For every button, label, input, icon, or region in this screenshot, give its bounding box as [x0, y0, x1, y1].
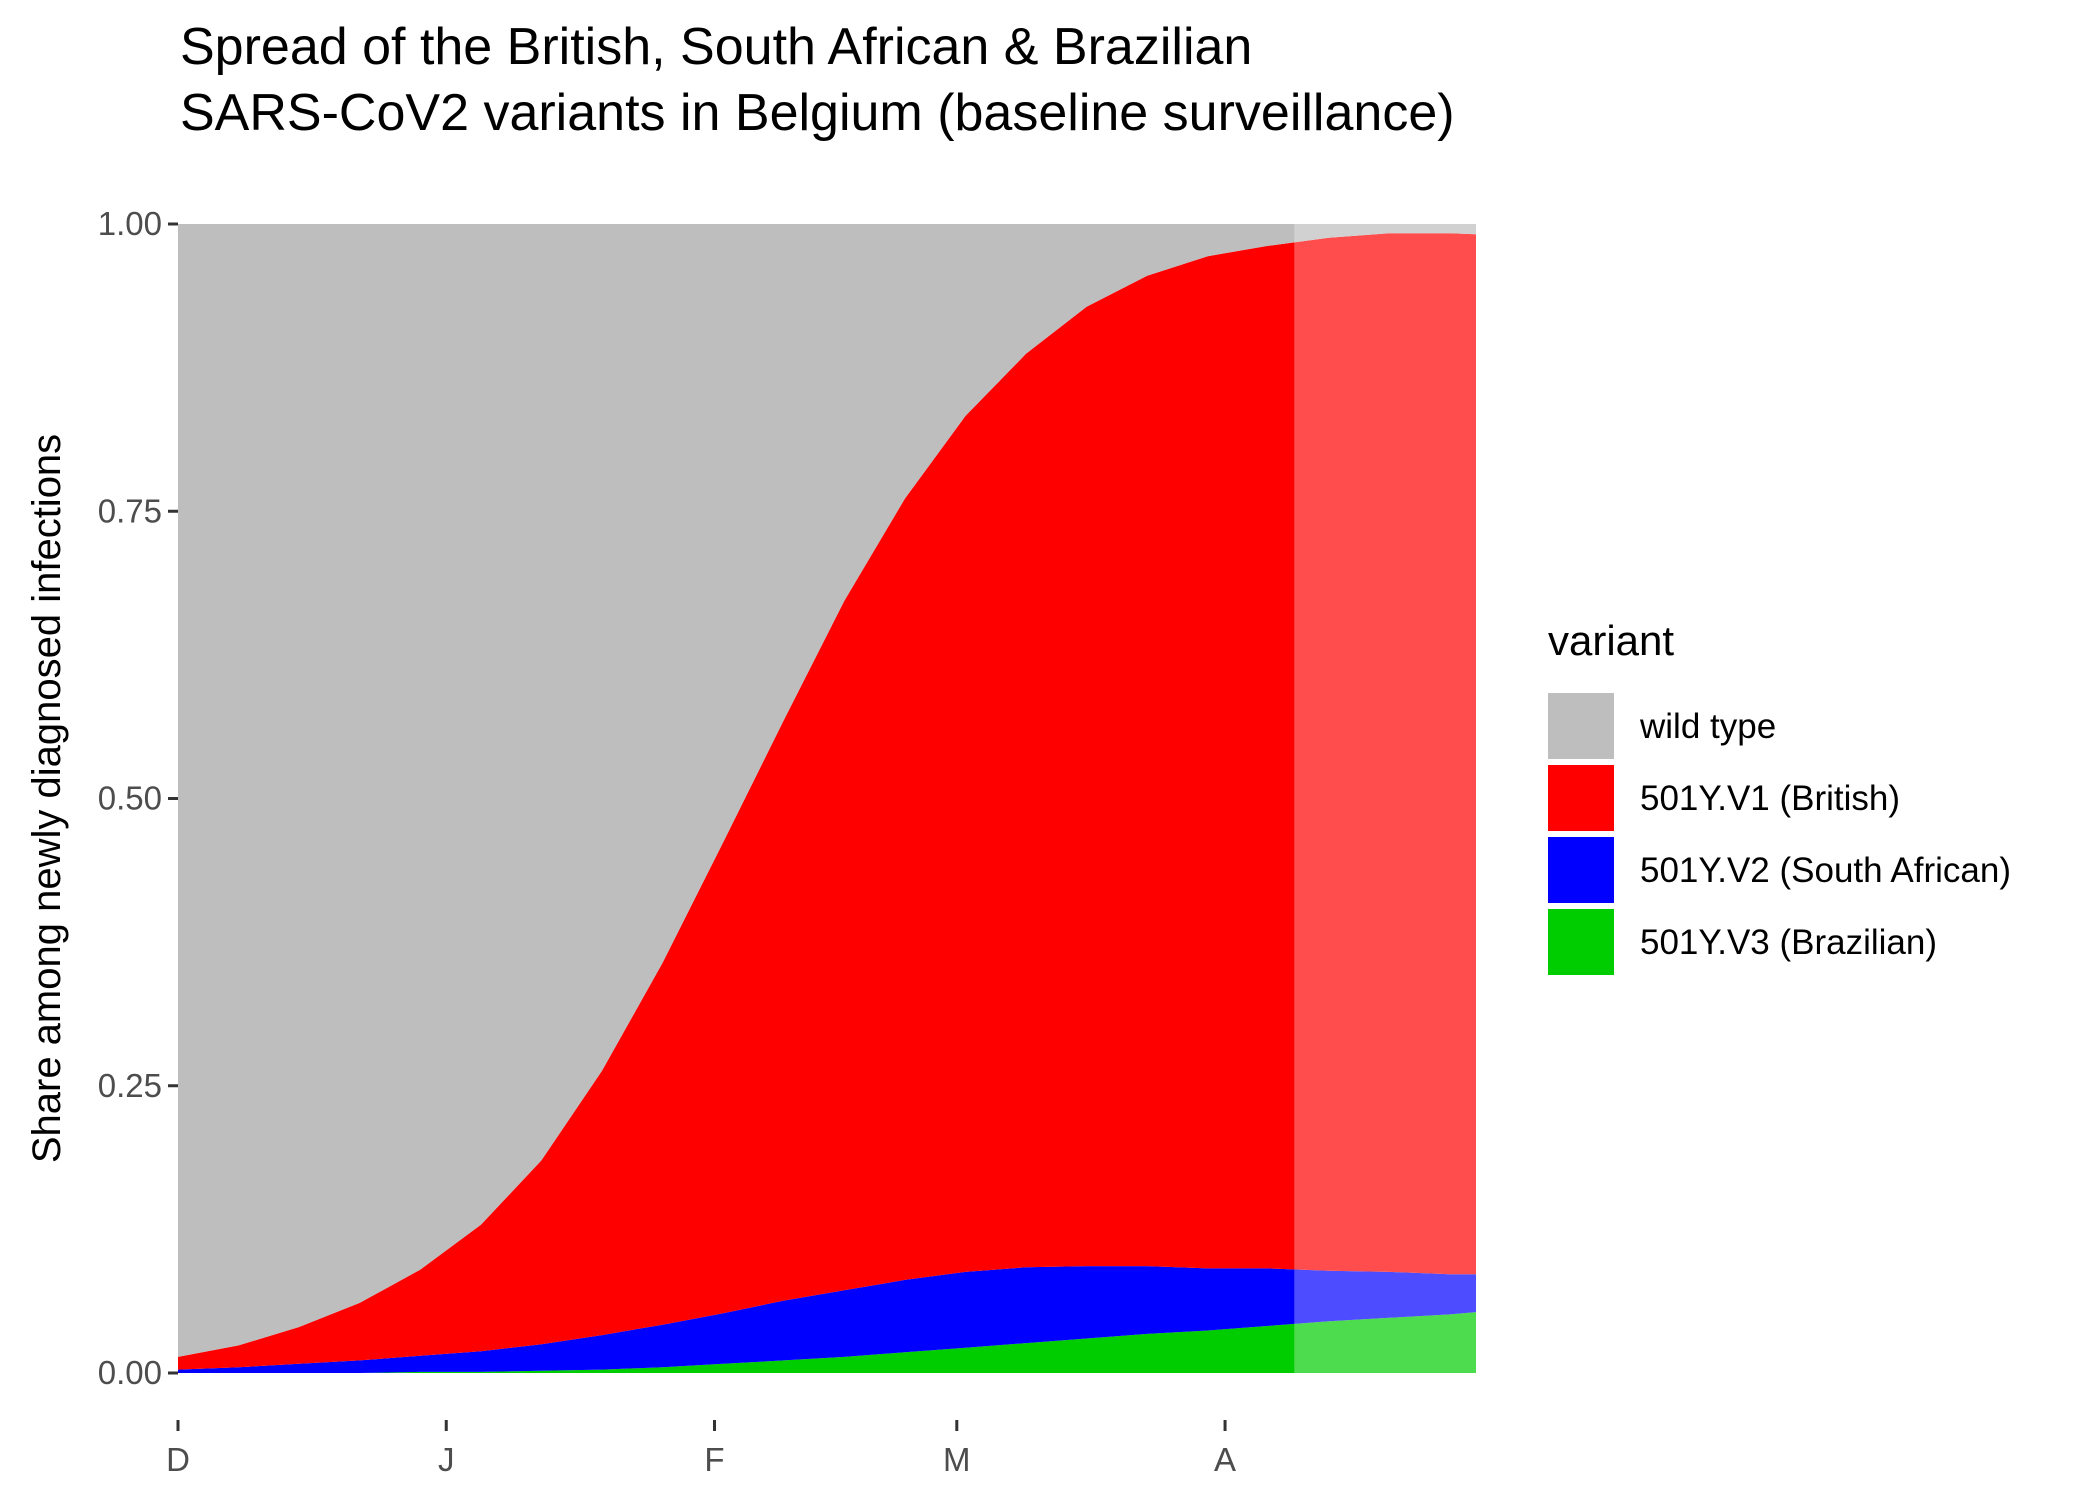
legend-label: 501Y.V3 (Brazilian): [1640, 923, 1937, 962]
chart-title: Spread of the British, South African & B…: [180, 18, 1455, 142]
legend-title: variant: [1548, 617, 1674, 664]
stacked-areas: [178, 224, 1476, 1373]
y-axis: 0.00 0.25 0.50 0.75 1.00: [98, 205, 178, 1391]
y-tick-label: 0.75: [98, 492, 162, 529]
x-tick-label: A: [1214, 1441, 1236, 1478]
x-tick-label: M: [943, 1441, 971, 1478]
legend-swatch: [1548, 909, 1614, 975]
legend-swatch: [1548, 837, 1614, 903]
chart-title-line: Spread of the British, South African & B…: [180, 18, 1252, 76]
area-wild-type: [178, 224, 1476, 1357]
x-tick-label: J: [438, 1441, 455, 1478]
y-tick-label: 1.00: [98, 205, 162, 242]
legend-swatch: [1548, 693, 1614, 759]
area-501y-v3-brazilian: [178, 1312, 1476, 1373]
forecast-overlay: [1294, 224, 1476, 1373]
legend-swatch: [1548, 765, 1614, 831]
legend: variant wild type 501Y.V1 (British) 501Y.V…: [1548, 617, 2011, 975]
y-tick-label: 0.00: [98, 1354, 162, 1391]
area-501y-v2-south-african: [178, 1266, 1476, 1373]
legend-label: wild type: [1639, 707, 1776, 746]
legend-label: 501Y.V2 (South African): [1640, 851, 2011, 890]
y-tick-label: 0.25: [98, 1067, 162, 1104]
area-501y-v1-british: [178, 233, 1476, 1370]
y-tick-label: 0.50: [98, 780, 162, 817]
x-tick-label: D: [166, 1441, 190, 1478]
y-axis-title: Share among newly diagnosed infections: [25, 434, 69, 1163]
chart-title-line: SARS-CoV2 variants in Belgium (baseline …: [180, 84, 1455, 142]
legend-label: 501Y.V1 (British): [1640, 779, 1900, 818]
x-tick-label: F: [704, 1441, 724, 1478]
